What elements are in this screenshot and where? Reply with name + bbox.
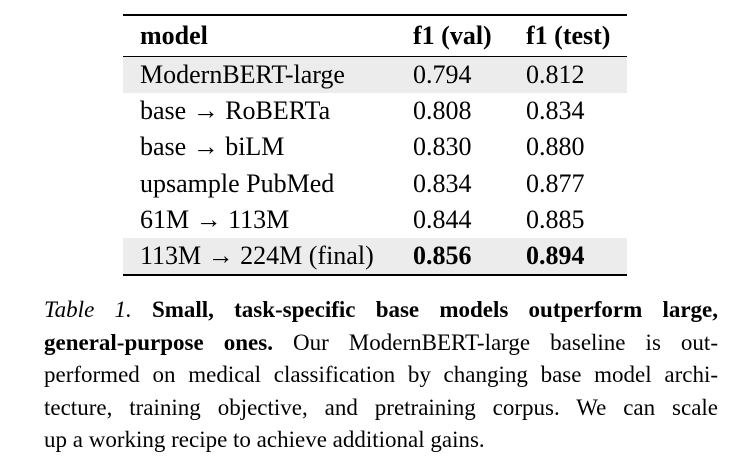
f1-val-cell: 0.808 [413, 96, 472, 126]
f1-val-cell: 0.856 [413, 241, 472, 271]
caption-line: tecture, training objective, and pretrai… [44, 392, 718, 425]
f1-test-cell: 0.880 [526, 132, 585, 162]
model-cell: base → biLM [140, 132, 285, 162]
caption-segment: tecture, training objective, and pretrai… [44, 394, 718, 420]
model-cell: upsample PubMed [140, 168, 335, 198]
f1-val-cell: 0.834 [413, 168, 472, 198]
model-cell: 113M → 224M (final) [140, 241, 374, 271]
f1-test-cell: 0.894 [526, 241, 585, 271]
model-cell: base → RoBERTa [140, 96, 331, 126]
table-row: 113M → 224M (final) 0.856 0.894 [123, 237, 627, 276]
table-header-row: model f1 (val) f1 (test) [123, 15, 627, 57]
caption-segment: Table 1. [44, 297, 152, 322]
results-table: model f1 (val) f1 (test) ModernBERT-larg… [123, 14, 627, 277]
col-header-model: model [123, 15, 413, 57]
model-cell: 61M → 113M [140, 204, 290, 234]
caption-segment: Small, task-specific base models outperf… [151, 297, 718, 322]
f1-test-cell: 0.877 [526, 168, 585, 198]
table-row: 61M → 113M 0.844 0.885 [123, 202, 627, 238]
caption-line: performed on medical classification by c… [44, 359, 718, 392]
model-cell: ModernBERT-large [140, 60, 345, 90]
table-row: base → RoBERTa 0.808 0.834 [123, 93, 627, 129]
f1-test-cell: 0.885 [526, 204, 585, 234]
caption-line: Table 1. Small, task-specific base model… [44, 294, 718, 327]
caption-segment: performed on medical classification by c… [44, 362, 718, 388]
caption-line: general-purpose ones. Our ModernBERT-lar… [44, 327, 718, 360]
table-row: upsample PubMed 0.834 0.877 [123, 166, 627, 202]
caption-line: up a working recipe to achieve additiona… [44, 424, 718, 457]
f1-val-cell: 0.830 [413, 132, 472, 162]
f1-val-cell: 0.844 [413, 204, 472, 234]
table-row: ModernBERT-large 0.794 0.812 [123, 56, 627, 94]
caption-segment: general-purpose ones. [44, 329, 273, 355]
caption-segment: up a working recipe to achieve additiona… [44, 427, 485, 453]
table-caption: Table 1. Small, task-specific base model… [44, 294, 718, 457]
caption-segment: Our ModernBERT-large baseline is out- [272, 329, 718, 355]
table-row: base → biLM 0.830 0.880 [123, 129, 627, 165]
col-header-f1-val: f1 (val) [413, 15, 526, 57]
f1-test-cell: 0.812 [526, 60, 585, 90]
f1-val-cell: 0.794 [413, 60, 472, 90]
col-header-f1-test: f1 (test) [526, 15, 627, 57]
f1-test-cell: 0.834 [526, 96, 585, 126]
